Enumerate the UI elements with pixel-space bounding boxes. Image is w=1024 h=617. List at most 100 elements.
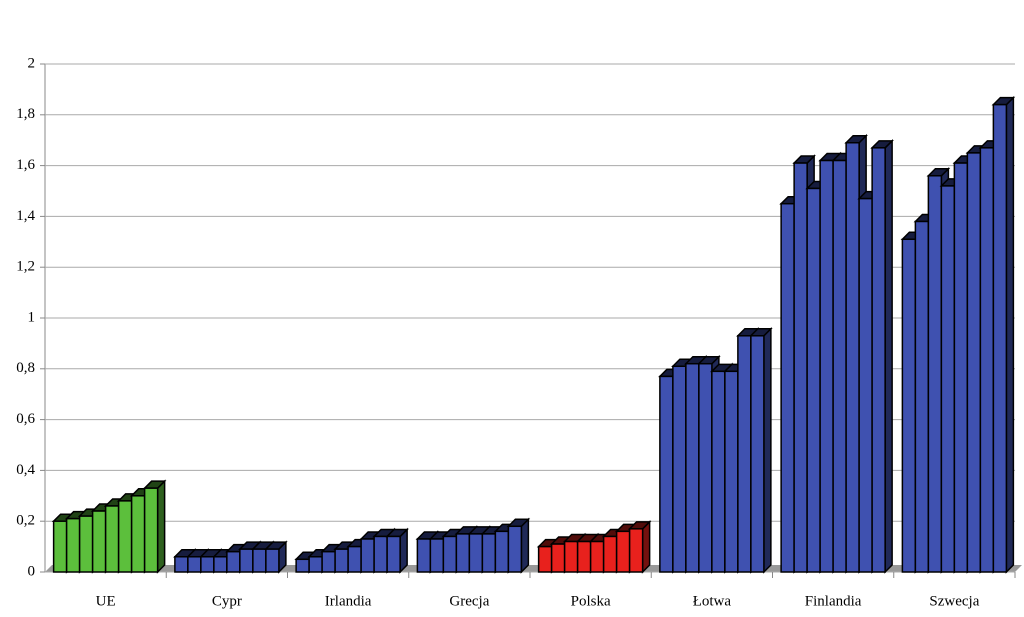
bar-face: [845, 141, 860, 573]
bar-face: [806, 187, 821, 573]
bar-face: [901, 238, 917, 573]
bar-face: [563, 540, 579, 573]
bar-face: [858, 197, 873, 573]
bar-face: [104, 505, 120, 573]
bar-face: [386, 535, 401, 573]
bar-face: [940, 185, 956, 573]
bar-face: [321, 550, 336, 573]
bar-face: [494, 530, 510, 573]
bar: [749, 326, 773, 574]
bar-face: [711, 370, 726, 573]
bar-face: [724, 370, 739, 573]
bar-face: [265, 548, 280, 573]
bar-face: [685, 362, 700, 573]
bar-face: [953, 162, 969, 573]
bar-face: [507, 525, 523, 573]
bar-face: [200, 556, 215, 573]
bar-face: [871, 147, 886, 573]
bar-face: [819, 159, 834, 573]
bar-face: [793, 162, 808, 573]
y-tick-label: 0,6: [16, 411, 35, 427]
bar-face: [832, 159, 847, 573]
bar-face: [174, 556, 189, 573]
floor: [45, 565, 1022, 572]
bar-face: [455, 533, 471, 573]
y-tick-label: 1,4: [16, 208, 35, 224]
bar-face: [78, 515, 94, 573]
bar-face: [602, 535, 618, 573]
bar-face: [295, 558, 310, 573]
y-tick-label: 1: [28, 309, 36, 325]
bar: [627, 520, 652, 574]
bar-face: [884, 139, 893, 574]
bar-face: [156, 479, 166, 574]
bar-face: [927, 175, 943, 573]
bar-face: [187, 556, 202, 573]
bar-face: [1005, 95, 1015, 574]
bar: [506, 517, 531, 574]
bar-face: [750, 335, 765, 573]
bar-face: [589, 540, 605, 573]
bar-face: [992, 103, 1008, 573]
bar-face: [442, 535, 458, 573]
bar-face: [52, 520, 68, 573]
bar-face: [213, 556, 228, 573]
bar-face: [520, 517, 530, 574]
bar-face: [914, 220, 930, 573]
bar-face: [416, 538, 432, 573]
bar: [385, 527, 409, 574]
x-tick-label: Finlandia: [805, 593, 862, 609]
y-tick-label: 1,8: [16, 106, 35, 122]
bar-face: [226, 550, 241, 573]
y-tick-label: 0: [28, 563, 36, 579]
bar-face: [780, 202, 795, 573]
bar-face: [360, 538, 375, 573]
bar-face: [334, 548, 349, 573]
x-tick-label: Szwecja: [929, 593, 979, 609]
x-tick-label: Polska: [571, 593, 611, 609]
y-tick-label: 0,8: [16, 360, 35, 376]
bar-face: [537, 545, 553, 573]
bar-face: [576, 540, 592, 573]
bar-face: [659, 375, 674, 573]
bar: [264, 540, 288, 574]
x-tick-label: Łotwa: [693, 593, 732, 609]
bar-face: [117, 500, 133, 573]
bar-face: [252, 548, 267, 573]
y-tick-label: 1,6: [16, 157, 35, 173]
bar-face: [468, 533, 484, 573]
bar-face: [429, 538, 445, 573]
bar: [870, 139, 894, 574]
x-tick-label: UE: [96, 593, 116, 609]
bar-face: [628, 528, 644, 573]
bar-face: [698, 362, 713, 573]
x-tick-label: Grecja: [449, 593, 489, 609]
bar-face: [966, 152, 982, 573]
bar-face: [130, 495, 146, 573]
x-tick-label: Irlandia: [325, 593, 372, 609]
bar-face: [347, 545, 362, 573]
bar-face: [763, 326, 772, 574]
bar-face: [615, 530, 631, 573]
bar-face: [143, 487, 159, 573]
bar-face: [979, 147, 995, 573]
bar-face: [672, 365, 687, 573]
bar-face: [641, 520, 651, 574]
bar: [142, 479, 167, 574]
y-tick-label: 2: [28, 55, 36, 71]
bar-face: [550, 543, 566, 573]
bar-face: [239, 548, 254, 573]
x-tick-label: Cypr: [212, 593, 242, 609]
bar-face: [737, 335, 752, 573]
bar-face: [308, 556, 323, 573]
y-tick-label: 0,4: [16, 462, 35, 478]
bar-face: [481, 533, 497, 573]
bar-face: [91, 510, 107, 573]
bar: [991, 95, 1016, 574]
bar-face: [373, 535, 388, 573]
bar-face: [65, 517, 81, 573]
y-tick-label: 0,2: [16, 513, 35, 529]
y-tick-label: 1,2: [16, 259, 35, 275]
